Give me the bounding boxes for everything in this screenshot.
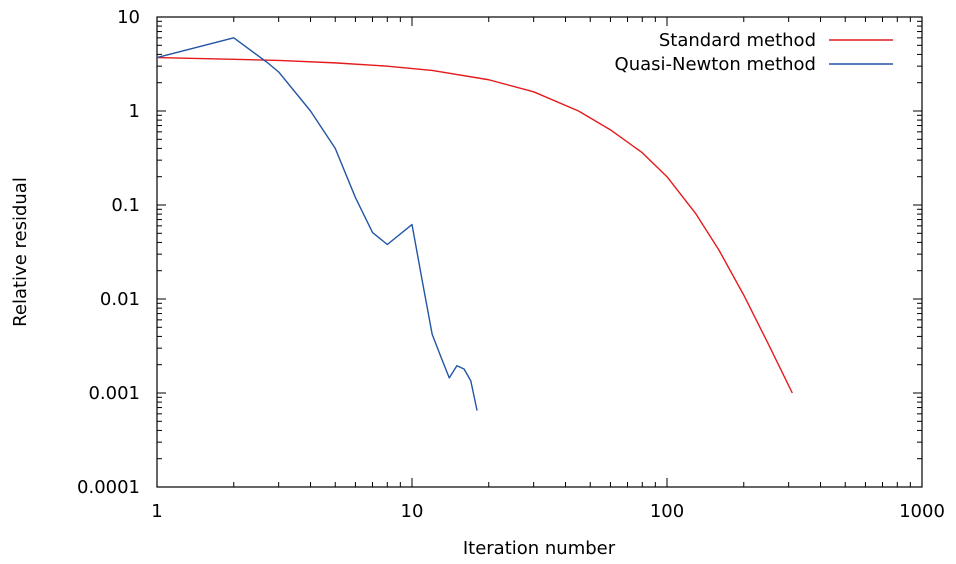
y-axis-ticks: 0.0001 0.001 0.01 0.1 1 10 xyxy=(77,7,922,498)
y-axis-label: Relative residual xyxy=(10,177,31,327)
x-tick-label: 100 xyxy=(650,501,684,522)
x-tick-label: 10 xyxy=(401,501,424,522)
y-tick-label: 0.0001 xyxy=(77,477,140,498)
legend: Standard method Quasi-Newton method xyxy=(615,30,893,75)
y-tick-label: 0.01 xyxy=(100,289,140,310)
x-tick-label: 1000 xyxy=(899,501,945,522)
series-line-2 xyxy=(156,37,478,411)
x-axis-label: Iteration number xyxy=(463,538,616,559)
x-tick-label: 1 xyxy=(151,501,162,522)
y-tick-label: 10 xyxy=(117,7,140,28)
series-line-1 xyxy=(156,56,793,394)
y-tick-label: 1 xyxy=(129,101,140,122)
series-layer xyxy=(156,37,793,411)
plot-frame xyxy=(156,16,923,488)
legend-label-2: Quasi-Newton method xyxy=(615,54,816,75)
legend-label-1: Standard method xyxy=(659,30,816,51)
y-tick-label: 0.001 xyxy=(88,383,140,404)
x-axis-ticks: 1 10 100 1000 xyxy=(151,17,945,522)
y-tick-label: 0.1 xyxy=(111,195,140,216)
